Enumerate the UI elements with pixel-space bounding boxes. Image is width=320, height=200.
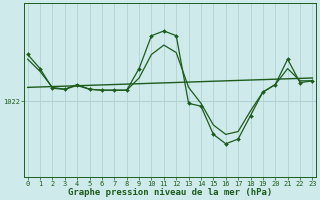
X-axis label: Graphe pression niveau de la mer (hPa): Graphe pression niveau de la mer (hPa) (68, 188, 272, 197)
